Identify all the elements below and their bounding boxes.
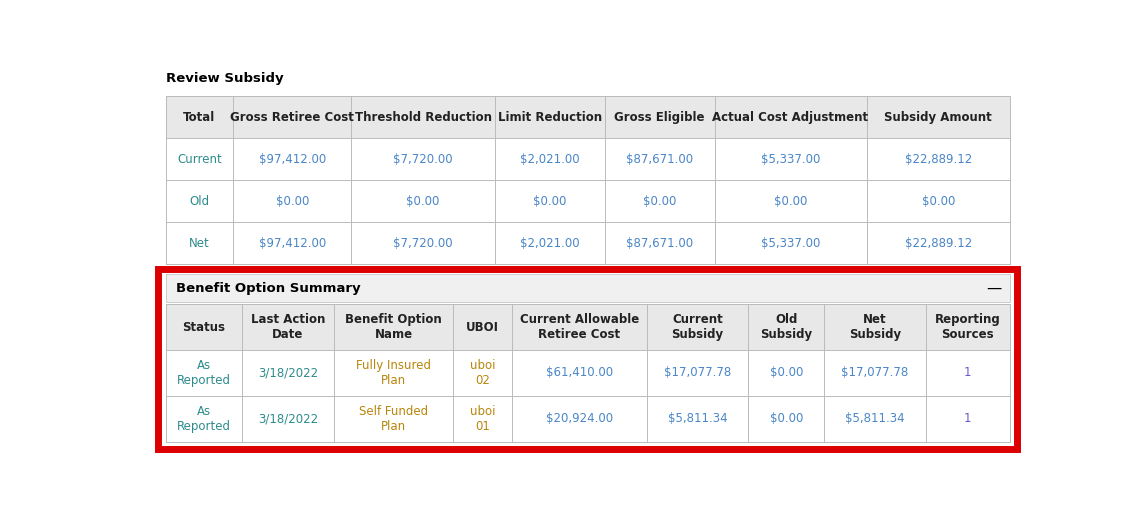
Text: 1: 1 [965, 413, 972, 426]
Text: $22,889.12: $22,889.12 [905, 153, 972, 166]
Text: $87,671.00: $87,671.00 [626, 237, 693, 250]
Text: $0.00: $0.00 [921, 195, 955, 208]
Text: uboi
01: uboi 01 [469, 405, 496, 433]
Text: Total: Total [184, 111, 216, 124]
Text: —: — [986, 281, 1001, 296]
Text: Net
Subsidy: Net Subsidy [849, 313, 902, 341]
Text: $20,924.00: $20,924.00 [546, 413, 612, 426]
Text: $0.00: $0.00 [774, 195, 807, 208]
Text: Limit Reduction: Limit Reduction [498, 111, 602, 124]
Text: $87,671.00: $87,671.00 [626, 153, 693, 166]
Text: $5,337.00: $5,337.00 [760, 153, 820, 166]
Text: $7,720.00: $7,720.00 [393, 237, 453, 250]
Text: $22,889.12: $22,889.12 [905, 237, 972, 250]
Text: $17,077.78: $17,077.78 [664, 366, 732, 379]
Text: Current Allowable
Retiree Cost: Current Allowable Retiree Cost [520, 313, 639, 341]
Text: Current
Subsidy: Current Subsidy [671, 313, 724, 341]
Text: $0.00: $0.00 [643, 195, 677, 208]
FancyBboxPatch shape [165, 304, 1011, 350]
Text: $17,077.78: $17,077.78 [842, 366, 908, 379]
Text: $0.00: $0.00 [406, 195, 439, 208]
Text: Old
Subsidy: Old Subsidy [760, 313, 812, 341]
Text: $7,720.00: $7,720.00 [393, 153, 453, 166]
Text: $97,412.00: $97,412.00 [258, 237, 326, 250]
Text: Benefit Option
Name: Benefit Option Name [345, 313, 442, 341]
FancyBboxPatch shape [165, 396, 1011, 442]
Text: $0.00: $0.00 [275, 195, 309, 208]
Text: $0.00: $0.00 [770, 366, 803, 379]
Text: Fully Insured
Plan: Fully Insured Plan [356, 359, 431, 387]
Text: $5,337.00: $5,337.00 [760, 237, 820, 250]
Text: Current: Current [177, 153, 221, 166]
Text: Last Action
Date: Last Action Date [251, 313, 326, 341]
Text: UBOI: UBOI [466, 321, 499, 334]
Text: Reporting
Sources: Reporting Sources [935, 313, 1000, 341]
Text: $2,021.00: $2,021.00 [520, 237, 579, 250]
Text: uboi
02: uboi 02 [469, 359, 496, 387]
FancyBboxPatch shape [165, 138, 1011, 180]
Text: Subsidy Amount: Subsidy Amount [884, 111, 992, 124]
Text: Threshold Reduction: Threshold Reduction [354, 111, 492, 124]
FancyBboxPatch shape [165, 222, 1011, 264]
Text: 3/18/2022: 3/18/2022 [258, 413, 318, 426]
FancyBboxPatch shape [165, 350, 1011, 396]
Text: Self Funded
Plan: Self Funded Plan [359, 405, 428, 433]
Text: Old: Old [189, 195, 210, 208]
Text: Benefit Option Summary: Benefit Option Summary [177, 282, 361, 295]
Text: Net: Net [189, 237, 210, 250]
Text: $2,021.00: $2,021.00 [520, 153, 579, 166]
Text: 1: 1 [965, 366, 972, 379]
Text: As
Reported: As Reported [177, 359, 231, 387]
Text: Actual Cost Adjustment: Actual Cost Adjustment [712, 111, 868, 124]
Text: $61,410.00: $61,410.00 [546, 366, 612, 379]
Text: $5,811.34: $5,811.34 [845, 413, 905, 426]
Text: $0.00: $0.00 [533, 195, 567, 208]
Text: Gross Retiree Cost: Gross Retiree Cost [231, 111, 354, 124]
Text: Gross Eligible: Gross Eligible [615, 111, 705, 124]
FancyBboxPatch shape [165, 180, 1011, 222]
Text: $0.00: $0.00 [770, 413, 803, 426]
Text: Review Subsidy: Review Subsidy [165, 72, 283, 85]
Text: $5,811.34: $5,811.34 [668, 413, 727, 426]
Text: 3/18/2022: 3/18/2022 [258, 366, 318, 379]
Text: Status: Status [182, 321, 225, 334]
FancyBboxPatch shape [165, 96, 1011, 138]
FancyBboxPatch shape [165, 274, 1011, 302]
Text: As
Reported: As Reported [177, 405, 231, 433]
Text: $97,412.00: $97,412.00 [258, 153, 326, 166]
